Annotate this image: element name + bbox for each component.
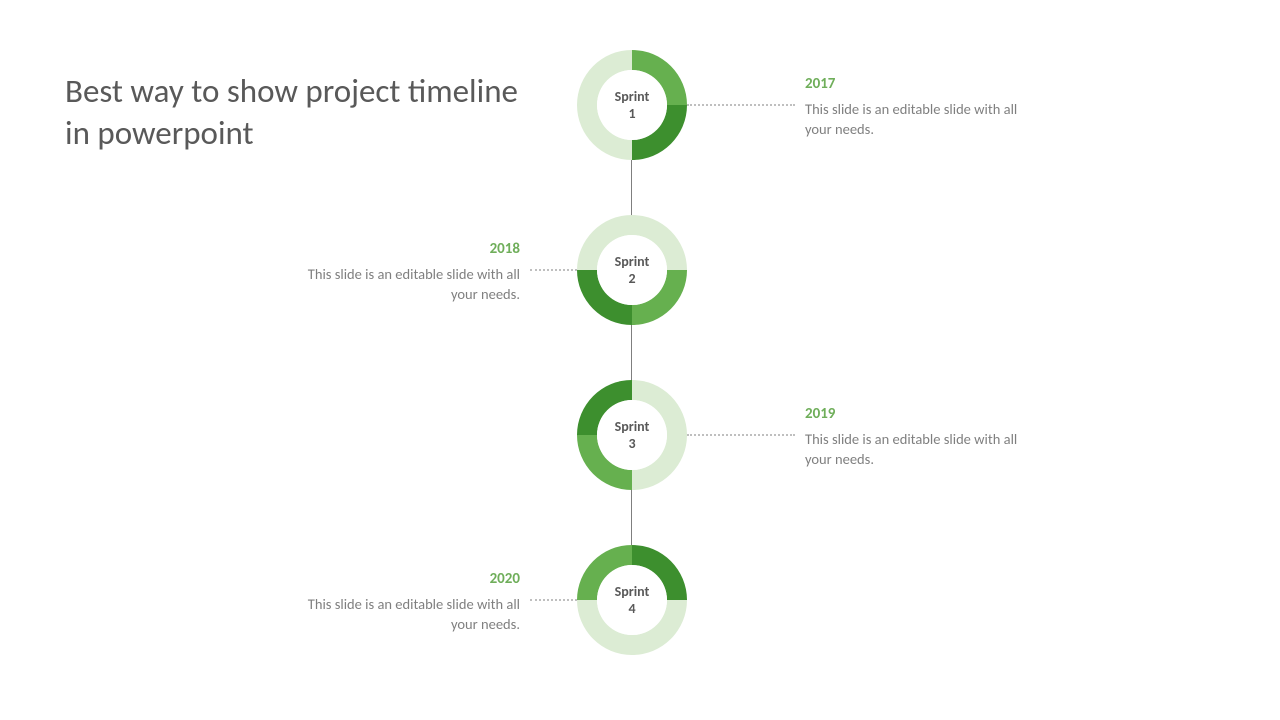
callout-year: 2018 [290, 240, 520, 258]
leader-line [530, 269, 577, 271]
timeline-connector [631, 320, 632, 385]
callout-year: 2017 [805, 75, 1035, 93]
callout-desc: This slide is an editable slide with all… [805, 99, 1035, 140]
callout-desc: This slide is an editable slide with all… [290, 264, 520, 305]
node-label: Sprint1 [615, 88, 650, 123]
callout-year: 2020 [290, 570, 520, 588]
node-label: Sprint3 [615, 418, 650, 453]
callout-desc: This slide is an editable slide with all… [805, 429, 1035, 470]
timeline-node: Sprint4 [577, 545, 687, 655]
timeline-node: Sprint2 [577, 215, 687, 325]
node-label: Sprint2 [615, 253, 650, 288]
timeline-connector [631, 155, 632, 220]
leader-line [530, 599, 577, 601]
callout: 2018 This slide is an editable slide with… [290, 240, 520, 305]
callout: 2017 This slide is an editable slide with… [805, 75, 1035, 140]
timeline-node: Sprint1 [577, 50, 687, 160]
node-inner: Sprint1 [597, 70, 667, 140]
callout: 2019 This slide is an editable slide with… [805, 405, 1035, 470]
node-inner: Sprint3 [597, 400, 667, 470]
node-inner: Sprint2 [597, 235, 667, 305]
page-title: Best way to show project timeline in pow… [65, 70, 525, 154]
timeline-node: Sprint3 [577, 380, 687, 490]
node-label: Sprint4 [615, 583, 650, 618]
timeline-container: Sprint1 Sprint2 Sprint3 Sprint4 [577, 50, 687, 690]
callout-desc: This slide is an editable slide with all… [290, 594, 520, 635]
node-inner: Sprint4 [597, 565, 667, 635]
callout: 2020 This slide is an editable slide with… [290, 570, 520, 635]
callout-year: 2019 [805, 405, 1035, 423]
leader-line [687, 434, 795, 436]
leader-line [687, 104, 795, 106]
timeline-connector [631, 485, 632, 550]
